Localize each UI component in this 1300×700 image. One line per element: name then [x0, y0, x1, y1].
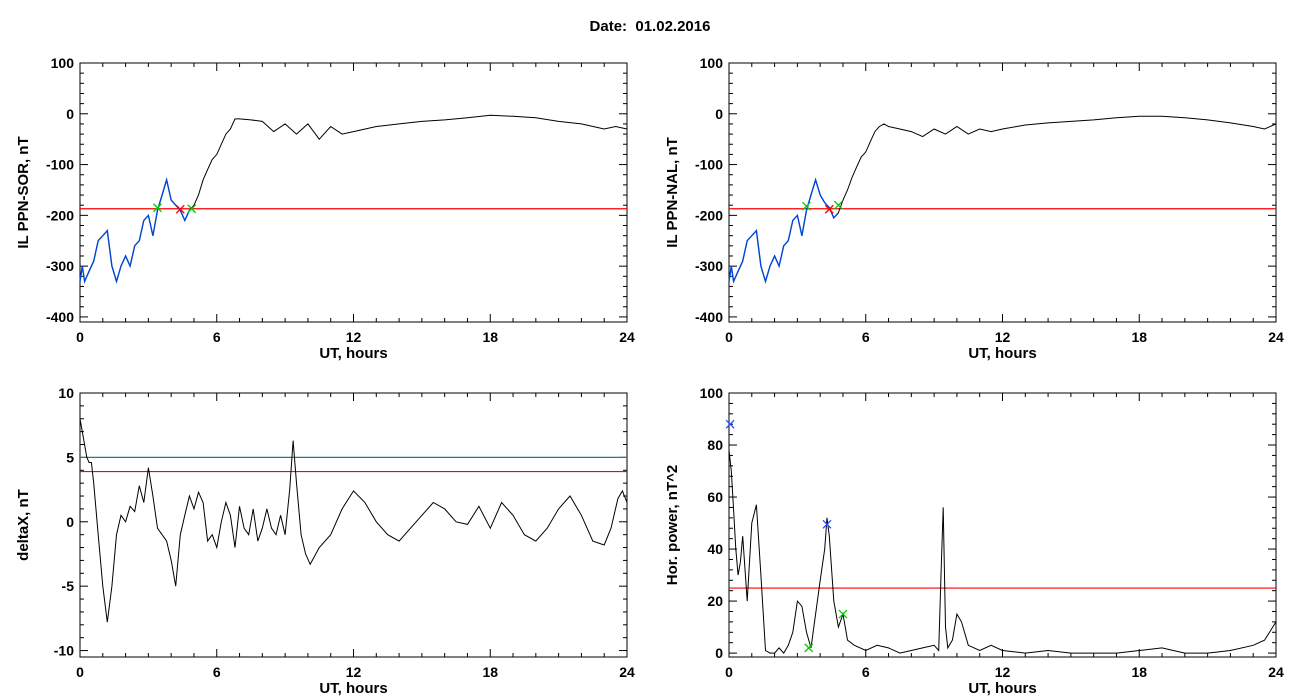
x-tick-label: 24	[619, 329, 635, 345]
y-tick-label: 40	[707, 541, 723, 557]
y-tick-label: -100	[46, 157, 74, 173]
marker-green	[187, 204, 197, 214]
y-tick-label: 60	[707, 489, 723, 505]
x-tick-label: 0	[725, 329, 733, 345]
y-tick-label: 0	[66, 514, 74, 530]
chart-panel-4: 0 6 12 18 24 0 20 40 60 80 100 UT, hours Hor. power,…	[664, 385, 1284, 697]
chart-panel-2: 0 6 12 18 24 -400 -300 -200 -100 0 100 UT, hours IL …	[664, 55, 1284, 362]
plot-frame	[728, 392, 1277, 658]
marker-green	[804, 643, 814, 653]
plot-frame	[79, 62, 628, 323]
x-tick-label: 24	[619, 664, 635, 680]
marker-red	[824, 204, 834, 214]
y-tick-label: -5	[62, 578, 75, 594]
y-tick-label: 100	[51, 55, 75, 71]
marker-stroke	[824, 204, 834, 214]
x-tick-label: 12	[995, 329, 1011, 345]
marker-stroke	[838, 609, 848, 619]
marker-stroke	[833, 200, 843, 210]
marker-blue	[725, 419, 735, 429]
x-tick-label: 0	[76, 329, 84, 345]
y-tick-label: -400	[695, 309, 723, 325]
chart-panel-3: 0 6 12 18 24 -10 -5 0 5 10 UT, hours deltaX, nT	[15, 385, 635, 697]
x-tick-label: 18	[1131, 664, 1147, 680]
y-tick-label: 100	[700, 55, 724, 71]
marker-green	[802, 201, 811, 211]
page-title: Date: 01.02.2016	[589, 18, 711, 35]
y-tick-label: -200	[695, 207, 723, 223]
marker-stroke	[175, 204, 185, 214]
y-tick-label: -10	[54, 643, 74, 659]
marker-stroke	[804, 643, 814, 653]
series-line	[79, 418, 628, 623]
y-axis-label: IL PPN-SOR, nT	[15, 136, 32, 248]
x-tick-label: 12	[995, 664, 1011, 680]
x-tick-label: 12	[346, 329, 362, 345]
marker-stroke	[725, 419, 735, 429]
series-line	[728, 115, 1277, 284]
y-tick-label: 0	[715, 106, 723, 122]
y-tick-label: 80	[707, 437, 723, 453]
marker-stroke	[153, 203, 162, 213]
series-line	[79, 114, 628, 284]
y-tick-label: -100	[695, 157, 723, 173]
highlighted-series-segment	[728, 177, 839, 284]
y-tick-label: 5	[66, 449, 74, 465]
x-axis-label: UT, hours	[319, 680, 387, 697]
marker-red	[175, 204, 185, 214]
y-tick-label: 0	[715, 645, 723, 661]
y-tick-label: 10	[58, 385, 74, 401]
y-tick-label: -300	[695, 258, 723, 274]
x-tick-label: 18	[482, 329, 498, 345]
y-tick-label: -400	[46, 309, 74, 325]
x-tick-label: 0	[76, 664, 84, 680]
y-tick-label: 20	[707, 593, 723, 609]
y-tick-label: 0	[66, 106, 74, 122]
x-tick-label: 24	[1268, 664, 1284, 680]
marker-green	[838, 609, 848, 619]
marker-green	[833, 200, 843, 210]
marker-stroke	[802, 201, 811, 211]
y-tick-label: -200	[46, 207, 74, 223]
chart-panel-1: 0 6 12 18 24 -400 -300 -200 -100 0 100 UT, hours IL …	[15, 55, 635, 362]
marker-green	[153, 203, 162, 213]
plot-frame	[79, 392, 628, 658]
x-axis-label: UT, hours	[968, 345, 1036, 362]
x-tick-label: 6	[862, 329, 870, 345]
x-tick-label: 6	[213, 664, 221, 680]
y-axis-label: IL PPN-NAL, nT	[664, 137, 681, 248]
series-line	[728, 450, 1277, 654]
marker-blue	[822, 519, 832, 529]
y-axis-label: deltaX, nT	[15, 489, 32, 561]
x-tick-label: 24	[1268, 329, 1284, 345]
highlighted-series-segment	[79, 177, 191, 284]
x-tick-label: 0	[725, 664, 733, 680]
marker-stroke	[822, 519, 832, 529]
y-tick-label: 100	[700, 385, 724, 401]
y-tick-label: -300	[46, 258, 74, 274]
x-axis-label: UT, hours	[968, 680, 1036, 697]
y-axis-label: Hor. power, nT^2	[664, 465, 681, 585]
x-tick-label: 18	[482, 664, 498, 680]
x-tick-label: 12	[346, 664, 362, 680]
x-tick-label: 6	[862, 664, 870, 680]
marker-stroke	[187, 204, 197, 214]
x-axis-label: UT, hours	[319, 345, 387, 362]
x-tick-label: 6	[213, 329, 221, 345]
x-tick-label: 18	[1131, 329, 1147, 345]
